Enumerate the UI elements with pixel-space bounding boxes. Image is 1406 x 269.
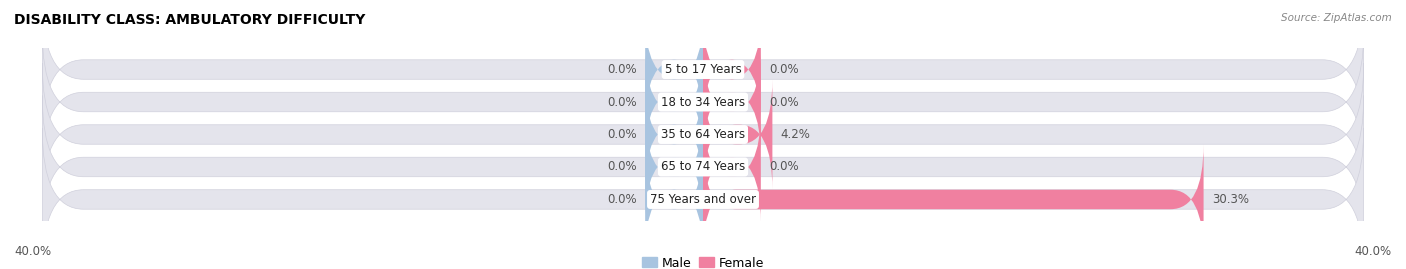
FancyBboxPatch shape (42, 63, 1364, 206)
Text: 0.0%: 0.0% (607, 161, 637, 174)
Text: 0.0%: 0.0% (607, 95, 637, 108)
Text: 0.0%: 0.0% (769, 63, 799, 76)
Legend: Male, Female: Male, Female (637, 252, 769, 269)
FancyBboxPatch shape (703, 144, 1204, 255)
Text: 30.3%: 30.3% (1212, 193, 1249, 206)
FancyBboxPatch shape (645, 112, 703, 222)
FancyBboxPatch shape (645, 47, 703, 157)
Text: 18 to 34 Years: 18 to 34 Years (661, 95, 745, 108)
FancyBboxPatch shape (703, 14, 761, 125)
Text: DISABILITY CLASS: AMBULATORY DIFFICULTY: DISABILITY CLASS: AMBULATORY DIFFICULTY (14, 13, 366, 27)
Text: 75 Years and over: 75 Years and over (650, 193, 756, 206)
Text: 65 to 74 Years: 65 to 74 Years (661, 161, 745, 174)
FancyBboxPatch shape (42, 31, 1364, 174)
Text: 0.0%: 0.0% (769, 161, 799, 174)
FancyBboxPatch shape (703, 79, 772, 190)
Text: 0.0%: 0.0% (607, 63, 637, 76)
Text: 40.0%: 40.0% (1355, 245, 1392, 258)
FancyBboxPatch shape (645, 14, 703, 125)
FancyBboxPatch shape (645, 79, 703, 190)
Text: 0.0%: 0.0% (607, 193, 637, 206)
FancyBboxPatch shape (42, 0, 1364, 141)
FancyBboxPatch shape (42, 128, 1364, 269)
Text: 0.0%: 0.0% (607, 128, 637, 141)
Text: 0.0%: 0.0% (769, 95, 799, 108)
Text: 4.2%: 4.2% (780, 128, 810, 141)
Text: 35 to 64 Years: 35 to 64 Years (661, 128, 745, 141)
Text: 5 to 17 Years: 5 to 17 Years (665, 63, 741, 76)
FancyBboxPatch shape (645, 144, 703, 255)
FancyBboxPatch shape (703, 112, 761, 222)
FancyBboxPatch shape (42, 95, 1364, 238)
FancyBboxPatch shape (703, 47, 761, 157)
Text: 40.0%: 40.0% (14, 245, 51, 258)
Text: Source: ZipAtlas.com: Source: ZipAtlas.com (1281, 13, 1392, 23)
